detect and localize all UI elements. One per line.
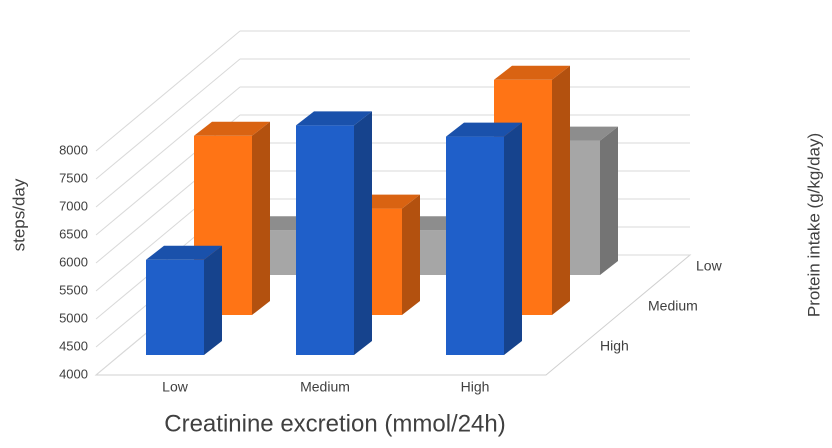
bar-top: [494, 65, 570, 80]
depth-label: Low: [696, 258, 723, 274]
grid-line: [95, 30, 241, 152]
bar-front: [296, 125, 354, 356]
x-tick-label: Low: [162, 379, 189, 395]
y-tick-label: 4500: [59, 338, 88, 353]
depth-label: High: [600, 338, 629, 354]
bar-front: [446, 136, 504, 355]
bar-side: [354, 111, 372, 356]
x-axis-label: Creatinine excretion (mmol/24h): [164, 410, 505, 437]
z-axis-label: Protein intake (g/kg/day): [804, 133, 823, 317]
bar-side: [504, 122, 522, 355]
y-tick-label: 4000: [59, 366, 88, 381]
y-tick-label: 5500: [59, 282, 88, 297]
bar-top: [296, 111, 372, 126]
depth-label: Medium: [648, 298, 698, 314]
bar-side: [552, 65, 570, 315]
y-tick-label: 6000: [59, 254, 88, 269]
bar-front: [146, 259, 204, 355]
bar-top: [446, 122, 522, 137]
y-tick-label: 8000: [59, 142, 88, 157]
bar-side: [600, 126, 618, 275]
bar-top: [194, 121, 270, 136]
y-tick-label: 5000: [59, 310, 88, 325]
y-tick-label: 6500: [59, 226, 88, 241]
x-tick-label: High: [461, 379, 490, 395]
grid-line: [95, 58, 241, 180]
y-axis-label: steps/day: [9, 178, 28, 251]
bar-side: [252, 121, 270, 315]
bar-side: [204, 245, 222, 355]
y-tick-label: 7000: [59, 198, 88, 213]
x-tick-label: Medium: [300, 379, 350, 395]
bar: [446, 122, 522, 355]
bar-top: [146, 245, 222, 260]
bar: [296, 111, 372, 356]
bar-side: [402, 194, 420, 315]
bar: [146, 245, 222, 355]
y-tick-label: 7500: [59, 170, 88, 185]
grid-line: [95, 86, 241, 208]
